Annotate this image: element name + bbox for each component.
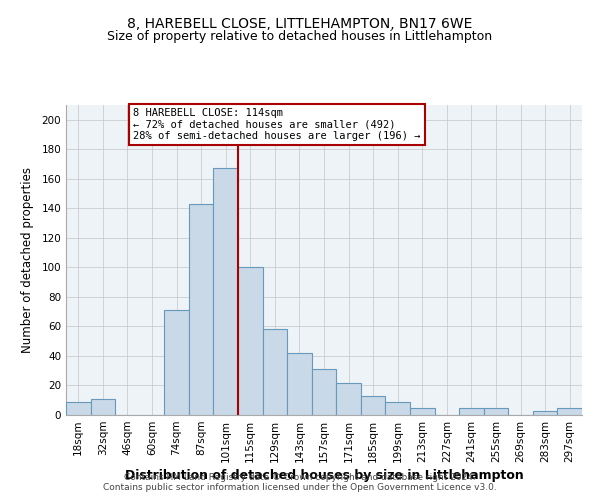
Bar [91,399,115,415]
Bar [459,408,484,415]
Bar [410,408,434,415]
Bar [189,204,214,415]
Bar [361,396,385,415]
Bar [164,310,189,415]
Bar [533,410,557,415]
Bar [336,382,361,415]
Text: Contains HM Land Registry data © Crown copyright and database right 2024.: Contains HM Land Registry data © Crown c… [124,472,476,482]
Bar [214,168,238,415]
Text: 8 HAREBELL CLOSE: 114sqm
← 72% of detached houses are smaller (492)
28% of semi-: 8 HAREBELL CLOSE: 114sqm ← 72% of detach… [133,108,421,142]
Bar [66,402,91,415]
Text: Contains public sector information licensed under the Open Government Licence v3: Contains public sector information licen… [103,484,497,492]
Text: Size of property relative to detached houses in Littlehampton: Size of property relative to detached ho… [107,30,493,43]
Bar [238,268,263,415]
Text: 8, HAREBELL CLOSE, LITTLEHAMPTON, BN17 6WE: 8, HAREBELL CLOSE, LITTLEHAMPTON, BN17 6… [127,18,473,32]
Bar [385,402,410,415]
Bar [312,369,336,415]
Bar [287,353,312,415]
X-axis label: Distribution of detached houses by size in Littlehampton: Distribution of detached houses by size … [125,469,523,482]
Y-axis label: Number of detached properties: Number of detached properties [22,167,34,353]
Bar [263,330,287,415]
Bar [557,408,582,415]
Bar [484,408,508,415]
